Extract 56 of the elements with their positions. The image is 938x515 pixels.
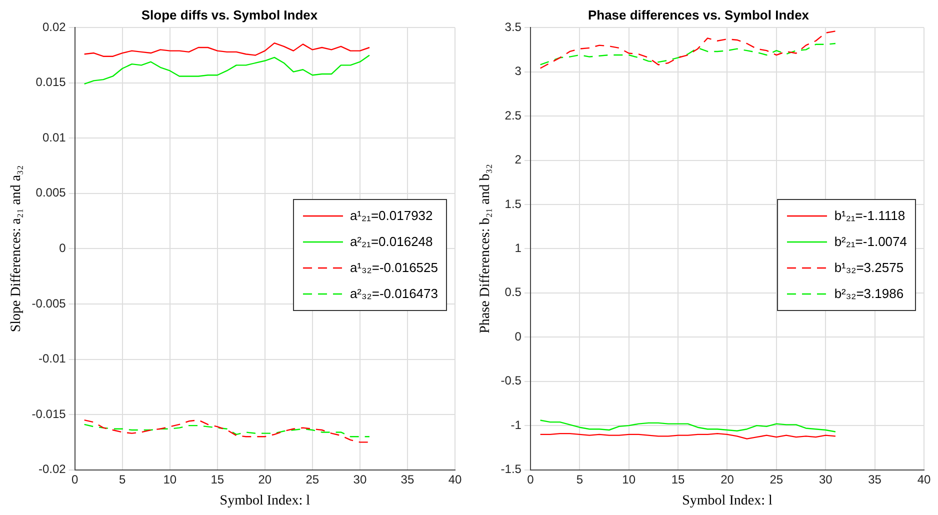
x-tick-label: 15 [210, 472, 224, 486]
y-tick-label: 0 [59, 241, 66, 256]
legend-label: b²₃₂=3.1986 [834, 286, 904, 302]
y-tick-label: 3 [514, 64, 522, 78]
x-tick-label: 25 [770, 472, 784, 486]
line-series [540, 30, 836, 69]
y-tick-label: 0.5 [504, 285, 522, 300]
legend-label: b²₂₁=-1.0074 [834, 234, 907, 250]
x-tick-label: 10 [622, 472, 636, 486]
legend-label: a²₂₁=0.016248 [350, 234, 433, 250]
y-tick-label: 1.5 [504, 196, 522, 211]
y-tick-label: 0.01 [42, 130, 66, 144]
y-tick-label: 2.5 [504, 108, 522, 122]
y-tick-label: -0.01 [38, 352, 66, 366]
y-tick-label: -0.02 [38, 462, 66, 476]
legend-label: b¹₂₁=-1.1118 [834, 208, 906, 224]
chart-title: Slope diffs vs. Symbol Index [141, 7, 318, 22]
y-tick-label: 0.02 [42, 20, 66, 34]
x-tick-label: 0 [71, 472, 78, 486]
x-tick-label: 20 [258, 472, 272, 486]
legend-label: a¹₂₁=0.017932 [350, 208, 433, 224]
chart-title: Phase differences vs. Symbol Index [588, 7, 810, 22]
line-series [540, 42, 836, 66]
y-tick-label: -0.005 [32, 296, 66, 310]
x-axis-title: Symbol Index: l [682, 493, 772, 508]
x-tick-label: 0 [527, 472, 534, 486]
legend-label: b¹₃₂=3.2575 [834, 260, 904, 276]
x-tick-label: 5 [119, 472, 126, 486]
y-tick-label: 3.5 [504, 20, 522, 34]
line-series [84, 424, 370, 438]
x-tick-label: 15 [671, 472, 686, 486]
y-tick-label: 1 [514, 241, 522, 256]
x-tick-label: 25 [306, 472, 320, 486]
y-tick-label: 0.015 [36, 75, 66, 90]
line-series [84, 419, 370, 443]
x-tick-label: 20 [720, 472, 734, 486]
x-tick-label: 40 [448, 472, 462, 486]
x-tick-label: 35 [400, 472, 414, 486]
y-tick-label: -0.5 [500, 374, 522, 388]
legend-label: a²₃₂=-0.016473 [350, 286, 438, 302]
x-tick-label: 30 [818, 472, 833, 486]
y-tick-label: -0.015 [32, 406, 66, 421]
y-tick-label: 0.005 [36, 186, 66, 200]
legend-label: a¹₃₂=-0.016525 [350, 260, 438, 276]
x-tick-label: 40 [917, 472, 931, 486]
y-tick-label: -1 [510, 418, 522, 432]
y-tick-label: -1.5 [500, 462, 522, 476]
y-axis-title: Slope Differences: a₂₁ and a₃₂ [9, 165, 24, 332]
x-axis-title: Symbol Index: l [220, 493, 310, 508]
x-tick-label: 35 [868, 472, 882, 486]
x-tick-label: 10 [163, 472, 177, 486]
y-axis-title: Phase Differences: b₂₁ and b₃₂ [478, 164, 494, 334]
y-tick-label: 0 [514, 329, 522, 344]
x-tick-label: 5 [576, 472, 584, 486]
x-tick-label: 30 [353, 472, 367, 486]
y-tick-label: 2 [514, 152, 522, 167]
